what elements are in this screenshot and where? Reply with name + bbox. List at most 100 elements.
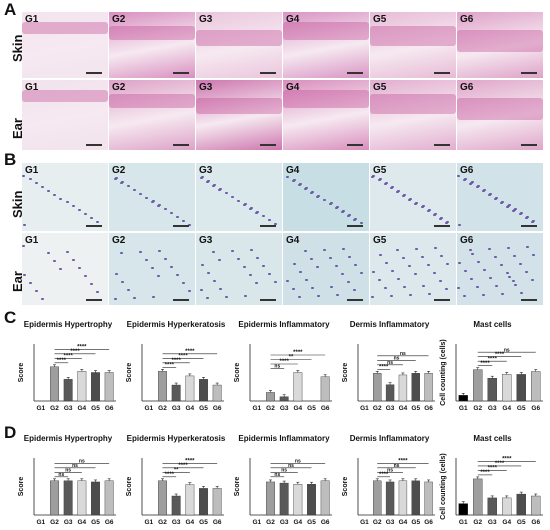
stained-cell xyxy=(458,224,461,226)
stained-cell xyxy=(421,206,424,208)
tb-skin-tile-g3: G3 xyxy=(196,163,282,231)
stained-cell xyxy=(256,211,259,213)
stained-cell xyxy=(525,217,528,219)
x-tick-label: G1 xyxy=(252,405,261,412)
stained-cell xyxy=(384,183,387,185)
stained-cell xyxy=(249,208,252,210)
bar-g3 xyxy=(487,497,497,516)
stained-cell xyxy=(206,297,209,299)
tile-group-label: G5 xyxy=(373,235,387,246)
significance-label: **** xyxy=(398,459,408,465)
bar-g6 xyxy=(531,495,541,516)
tile-group-label: G6 xyxy=(460,14,474,25)
significance-label: **** xyxy=(171,358,181,364)
he-skin-tile-g3: G3 xyxy=(196,12,282,78)
stained-cell xyxy=(336,206,339,208)
tile-group-label: G5 xyxy=(373,82,387,93)
stained-cell xyxy=(207,180,210,182)
stained-cell xyxy=(379,254,382,256)
stained-cell xyxy=(532,254,535,256)
stained-cell xyxy=(512,210,515,212)
bar-g5 xyxy=(516,493,526,516)
bar-g6 xyxy=(320,480,330,516)
stained-cell xyxy=(397,190,400,192)
significance-label: **** xyxy=(293,350,303,356)
stained-cell xyxy=(469,249,472,251)
stained-cell xyxy=(477,261,480,263)
tb-skin-tile-g1: G1 xyxy=(22,163,108,231)
bar-g2 xyxy=(266,481,275,516)
bar-g2 xyxy=(50,366,59,402)
stained-cell xyxy=(176,274,179,276)
x-tick-label: G1 xyxy=(252,519,261,526)
stained-cell xyxy=(133,189,136,191)
stained-cell xyxy=(489,193,492,195)
bar-chart-d-1: Epidermis Hypertrophy Score G1 G2 G3 G4 G5 G6 ns… xyxy=(18,434,116,526)
stained-cell xyxy=(347,215,350,217)
x-tick-label: G6 xyxy=(105,405,114,412)
he-ear-tile-g5: G5 xyxy=(370,80,456,150)
stained-cell xyxy=(360,272,363,274)
bar-g2 xyxy=(473,478,483,516)
x-tick-label: G4 xyxy=(185,519,194,526)
stained-cell xyxy=(354,218,357,220)
stained-cell xyxy=(390,187,393,189)
tb-ear-tile-g5: G5 xyxy=(370,233,456,305)
stained-cell xyxy=(433,214,436,216)
tile-group-label: G2 xyxy=(112,82,126,93)
x-tick-label: G4 xyxy=(399,405,408,412)
tile-group-label: G6 xyxy=(460,82,474,93)
stained-cell xyxy=(457,175,460,177)
tb-ear-tile-g4: G4 xyxy=(283,233,369,305)
stained-cell xyxy=(422,205,425,207)
scale-bar xyxy=(173,144,189,146)
significance-label: **** xyxy=(70,349,80,355)
stained-cell xyxy=(41,298,44,300)
stained-cell xyxy=(403,286,406,288)
tile-group-label: G4 xyxy=(286,165,300,176)
stained-cell xyxy=(256,257,259,259)
stained-cell xyxy=(440,255,443,257)
stained-cell xyxy=(500,202,503,204)
stained-cell xyxy=(22,175,25,177)
x-tick-label: G1 xyxy=(36,405,45,412)
stained-cell xyxy=(231,196,234,198)
stained-cell xyxy=(409,294,412,296)
x-tick-label: G1 xyxy=(36,519,45,526)
significance-label: **** xyxy=(165,472,175,478)
bar-g5 xyxy=(516,374,526,402)
tile-group-label: G3 xyxy=(199,235,213,246)
tissue-band xyxy=(22,22,108,34)
stained-cell xyxy=(469,183,472,185)
x-tick-label: G2 xyxy=(50,519,59,526)
significance-label: **** xyxy=(279,359,289,365)
stained-cell xyxy=(305,187,308,189)
stained-cell xyxy=(268,273,271,275)
significance-label: ns xyxy=(394,356,400,362)
x-tick-label: G1 xyxy=(144,519,153,526)
bar-g3 xyxy=(279,482,289,516)
chart-title: Epidermis Hyperkeratosis xyxy=(127,434,226,443)
stained-cell xyxy=(422,285,425,287)
bar-g6 xyxy=(424,481,433,516)
bar-g5 xyxy=(307,484,316,516)
bar-chart-c-3: Epidermis Inflammatory Score G1 G2 G3 G4 G5 G6 n… xyxy=(234,320,332,412)
stained-cell xyxy=(114,178,117,180)
x-tick-label: G2 xyxy=(266,405,275,412)
stained-cell xyxy=(446,221,449,223)
x-tick-label: G4 xyxy=(293,405,302,412)
stained-cell xyxy=(440,217,443,219)
stained-cell xyxy=(348,214,351,216)
scale-bar xyxy=(173,72,189,74)
significance-label: ns xyxy=(281,468,287,474)
stained-cell xyxy=(127,185,130,187)
x-tick-label: G6 xyxy=(213,519,222,526)
stained-cell xyxy=(47,252,50,254)
scale-bar xyxy=(86,144,102,146)
y-axis-label: Score xyxy=(342,477,349,497)
stained-cell xyxy=(304,250,307,252)
stained-cell xyxy=(414,203,417,205)
he-ear-tile-g2: G2 xyxy=(109,80,195,150)
bar-g6 xyxy=(212,488,222,516)
scale-bar xyxy=(434,225,450,227)
